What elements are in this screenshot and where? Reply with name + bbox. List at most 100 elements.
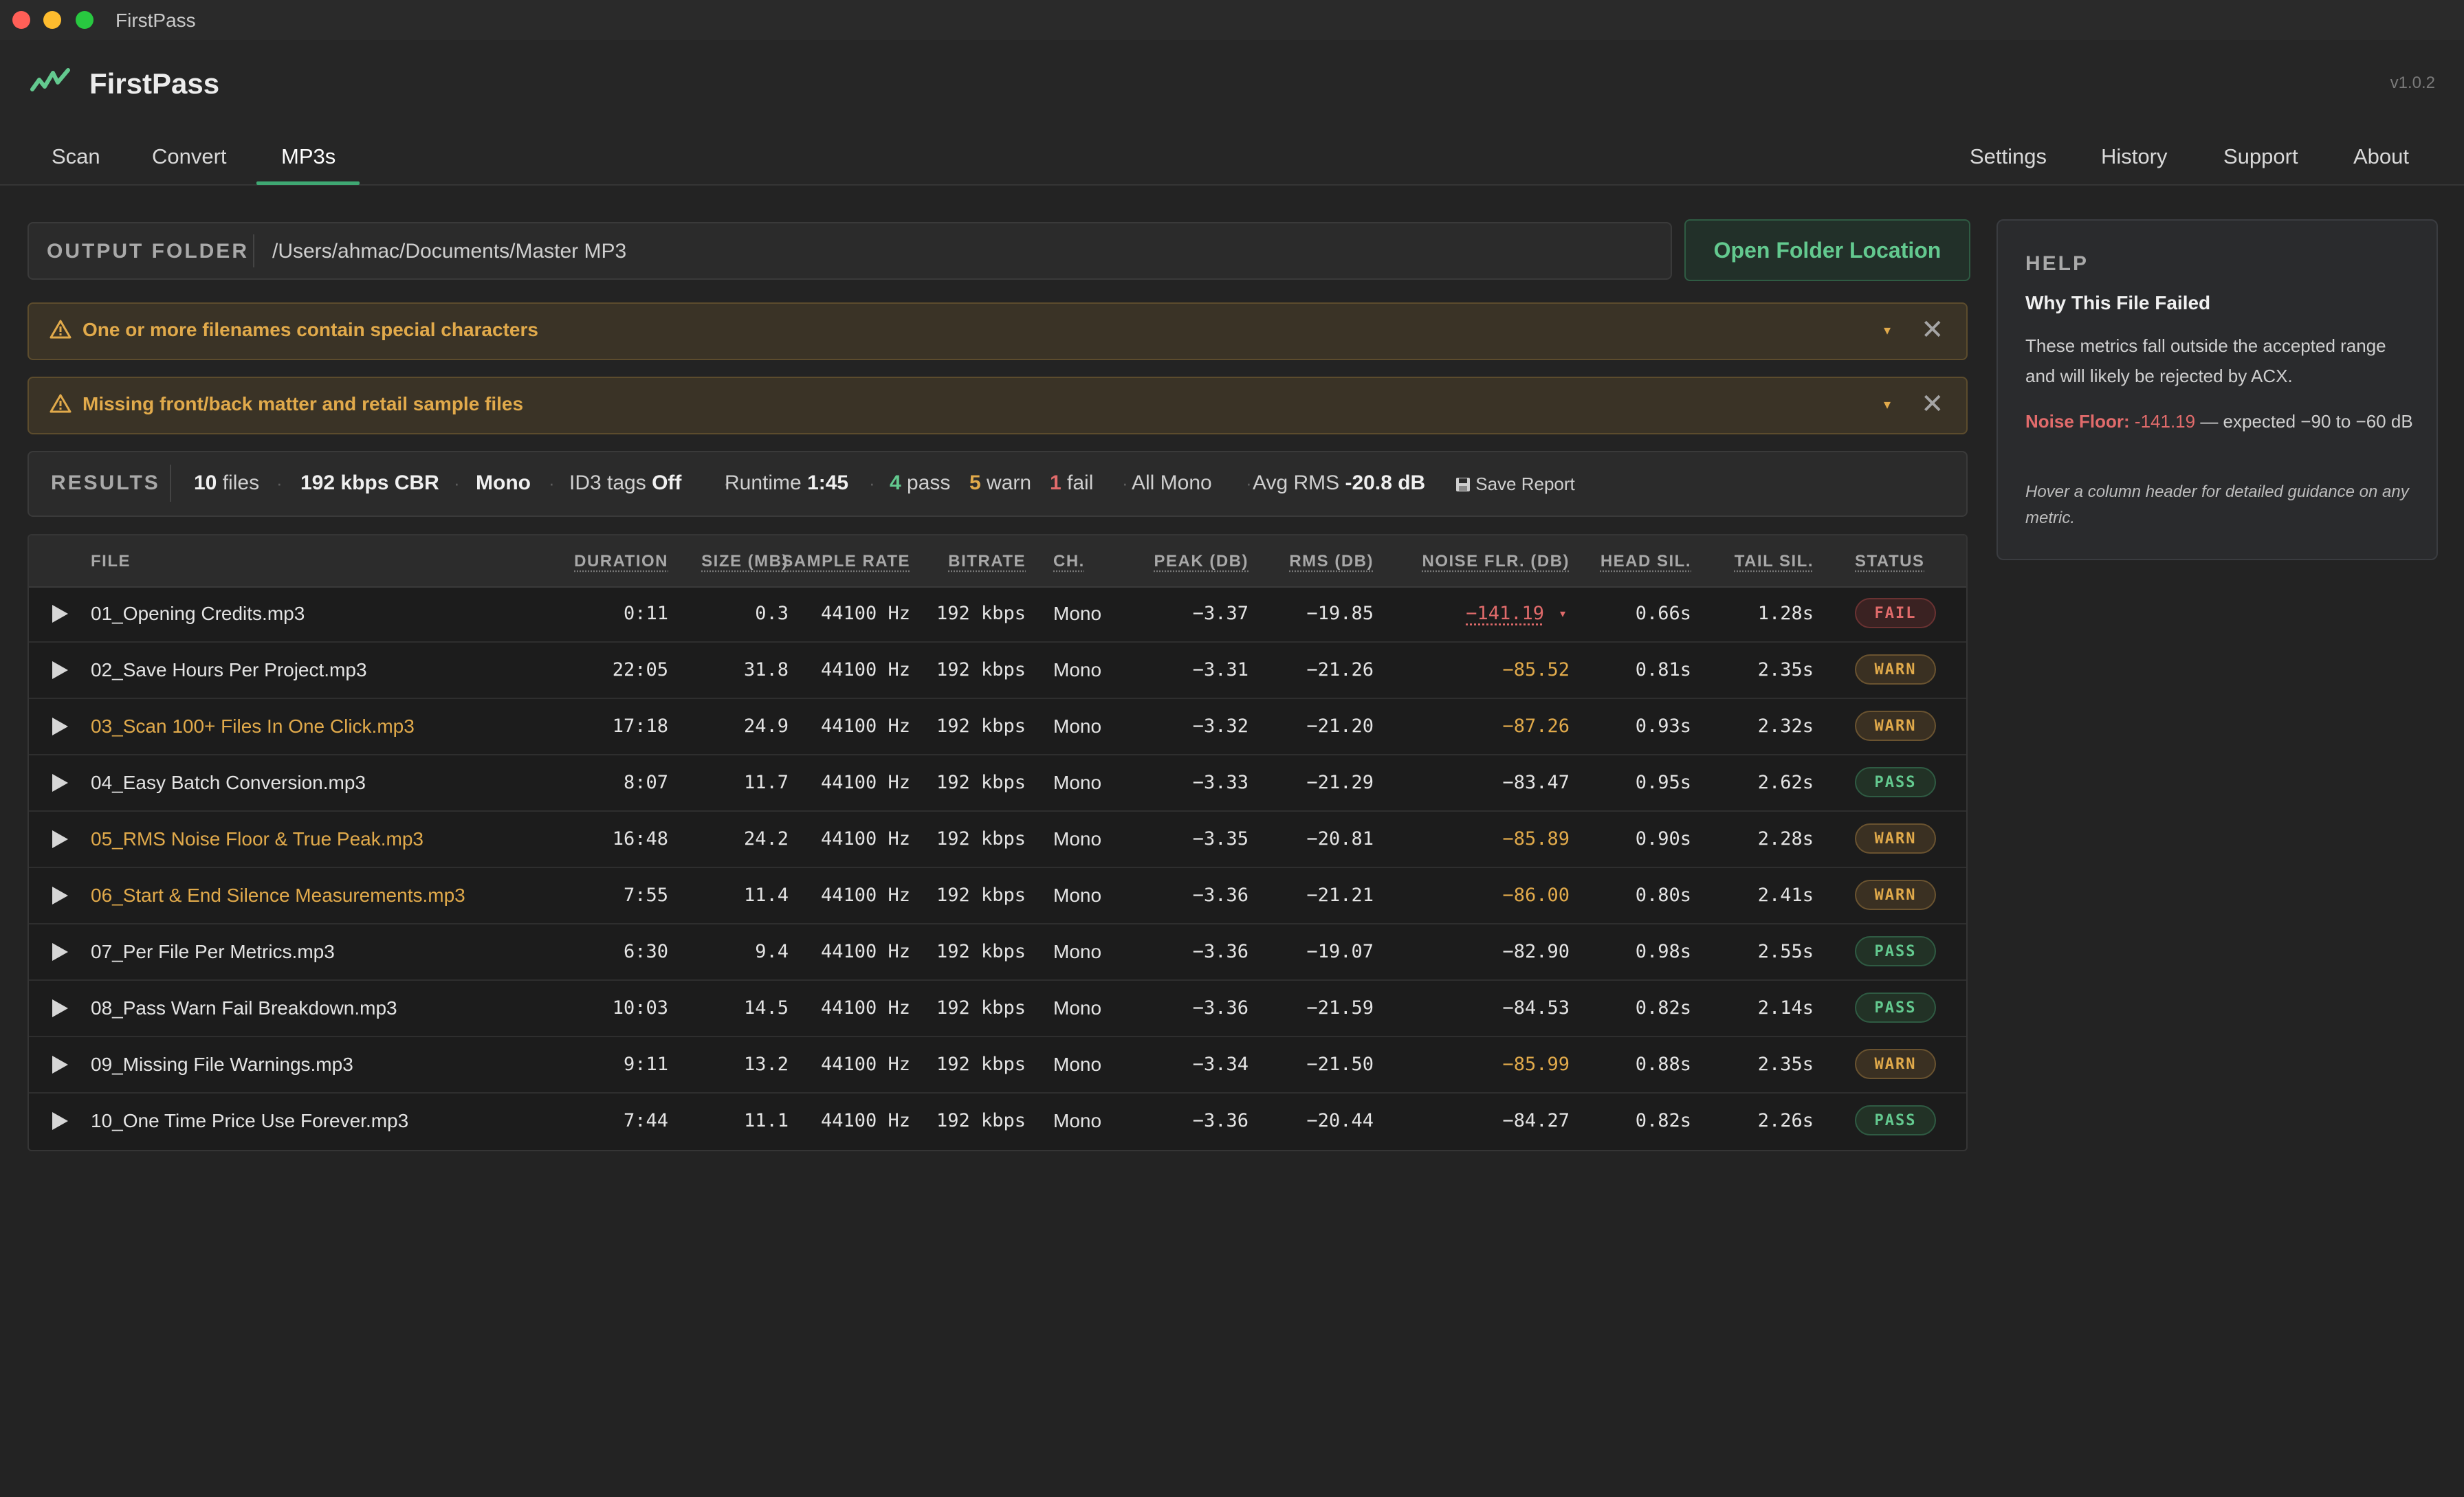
table-header: FILE DURATION SIZE (MB) SAMPLE RATE BITR… [29,535,1966,588]
help-metric: Noise Floor: -141.19 — expected −90 to −… [2025,406,2417,436]
output-folder-path[interactable]: /Users/ahmac/Documents/Master MP3 [272,240,627,263]
status-badge: FAIL [1855,598,1936,628]
cell-peak: −3.37 [1192,603,1248,624]
window-minimize-button[interactable] [43,11,61,29]
warning-banner-missing-files: Missing front/back matter and retail sam… [28,377,1968,434]
cell-tail-silence: 2.35s [1757,659,1814,680]
table-row[interactable]: 05_RMS Noise Floor & True Peak.mp3 16:48 2… [29,812,1966,868]
chevron-down-icon[interactable]: ▾ [1559,608,1565,620]
cell-tail-silence: 2.55s [1757,941,1814,962]
window-title: FirstPass [116,10,196,31]
play-icon[interactable] [45,825,73,853]
play-icon[interactable] [45,938,73,966]
column-header-rms[interactable]: RMS (DB) [1289,552,1374,570]
column-header-noise-floor[interactable]: NOISE FLR. (DB) [1422,552,1570,570]
window-zoom-button[interactable] [76,11,94,29]
noise-floor-value: −141.19 [1466,603,1544,624]
cell-tail-silence: 1.28s [1757,603,1814,624]
table-row[interactable]: 08_Pass Warn Fail Breakdown.mp3 10:03 14.5… [29,981,1966,1037]
column-header-tail-silence[interactable]: TAIL SIL. [1734,552,1814,570]
cell-tail-silence: 2.41s [1757,885,1814,906]
noise-floor-value: −84.27 [1502,1110,1570,1131]
cell-duration: 10:03 [612,997,668,1019]
save-report-button[interactable]: Save Report [1455,474,1575,495]
chevron-down-icon[interactable]: ▾ [1884,323,1891,338]
play-icon[interactable] [45,713,73,740]
cell-size: 9.4 [755,941,789,962]
noise-floor-value: −82.90 [1502,941,1570,962]
tab-bar: Scan Convert MP3s Settings History Suppo… [0,125,2464,186]
status-badge: WARN [1855,1049,1936,1079]
close-icon[interactable]: ✕ [1921,389,1944,419]
cell-size: 31.8 [743,659,789,680]
column-header-file[interactable]: FILE [91,552,131,570]
table-row[interactable]: 06_Start & End Silence Measurements.mp3 7… [29,868,1966,924]
column-header-sample-rate[interactable]: SAMPLE RATE [782,552,910,570]
cell-duration: 22:05 [612,659,668,680]
cell-rms: −21.29 [1306,772,1374,793]
help-hint: Hover a column header for detailed guida… [2025,483,2409,527]
open-folder-button[interactable]: Open Folder Location [1684,219,1970,281]
table-row[interactable]: 04_Easy Batch Conversion.mp3 8:07 11.7 4410… [29,755,1966,812]
cell-sample-rate: 44100 Hz [820,603,910,624]
cell-rms: −20.81 [1306,828,1374,850]
cell-sample-rate: 44100 Hz [820,716,910,737]
tab-history[interactable]: History [2101,144,2168,168]
column-header-bitrate[interactable]: BITRATE [948,552,1026,570]
status-badge: PASS [1855,767,1936,797]
play-icon[interactable] [45,600,73,628]
cell-duration: 0:11 [623,603,668,624]
warning-text: One or more filenames contain special ch… [82,319,538,340]
cell-channels: Mono [1053,772,1102,793]
play-icon[interactable] [45,769,73,797]
status-badge: WARN [1855,654,1936,685]
cell-bitrate: 192 kbps [936,659,1026,680]
cell-file-name: 04_Easy Batch Conversion.mp3 [91,772,366,793]
table-row[interactable]: 10_One Time Price Use Forever.mp3 7:44 11.… [29,1094,1966,1149]
tab-settings[interactable]: Settings [1970,144,2047,168]
table-row[interactable]: 01_Opening Credits.mp3 0:11 0.3 44100 Hz 192… [29,586,1966,643]
cell-channels: Mono [1053,1110,1102,1131]
play-icon[interactable] [45,1107,73,1135]
tab-support[interactable]: Support [2223,144,2298,168]
separator-dot: · [276,473,283,494]
chevron-down-icon[interactable]: ▾ [1884,397,1891,412]
app-header: FirstPass v1.0.2 [0,40,2464,126]
table-row[interactable]: 09_Missing File Warnings.mp3 9:11 13.2 4410… [29,1037,1966,1094]
warning-triangle-icon [50,319,72,343]
play-icon[interactable] [45,1051,73,1078]
cell-file-name: 02_Save Hours Per Project.mp3 [91,659,367,680]
cell-size: 24.2 [743,828,789,850]
column-header-channels[interactable]: CH. [1053,552,1085,570]
column-header-size[interactable]: SIZE (MB) [701,552,789,570]
output-folder-field: OUTPUT FOLDER /Users/ahmac/Documents/Mas… [28,222,1672,280]
table-row[interactable]: 07_Per File Per Metrics.mp3 6:30 9.4 44100 … [29,924,1966,981]
separator-dot: · [549,473,555,494]
app-version: v1.0.2 [2390,74,2435,92]
cell-head-silence: 0.98s [1635,941,1691,962]
table-row[interactable]: 02_Save Hours Per Project.mp3 22:05 31.8 44… [29,643,1966,699]
tab-convert[interactable]: Convert [152,144,227,168]
cell-bitrate: 192 kbps [936,885,1026,906]
cell-peak: −3.36 [1192,1110,1248,1131]
close-icon[interactable]: ✕ [1921,315,1944,345]
cell-bitrate: 192 kbps [936,772,1026,793]
cell-peak: −3.36 [1192,885,1248,906]
column-header-status[interactable]: STATUS [1855,552,1925,570]
cell-channels: Mono [1053,828,1102,850]
cell-file-name: 07_Per File Per Metrics.mp3 [91,941,335,962]
column-header-head-silence[interactable]: HEAD SIL. [1600,552,1691,570]
window-close-button[interactable] [12,11,30,29]
play-icon[interactable] [45,995,73,1022]
table-row[interactable]: 03_Scan 100+ Files In One Click.mp3 17:18… [29,699,1966,755]
separator-dot: · [723,473,729,494]
tab-mp3s[interactable]: MP3s [281,144,336,168]
tab-about[interactable]: About [2353,144,2410,168]
play-icon[interactable] [45,882,73,909]
column-header-duration[interactable]: DURATION [574,552,668,570]
play-icon[interactable] [45,656,73,684]
tab-scan[interactable]: Scan [52,144,100,168]
noise-floor-value: −87.26 [1502,716,1570,737]
column-header-peak[interactable]: PEAK (DB) [1154,552,1248,570]
status-badge: WARN [1855,823,1936,854]
